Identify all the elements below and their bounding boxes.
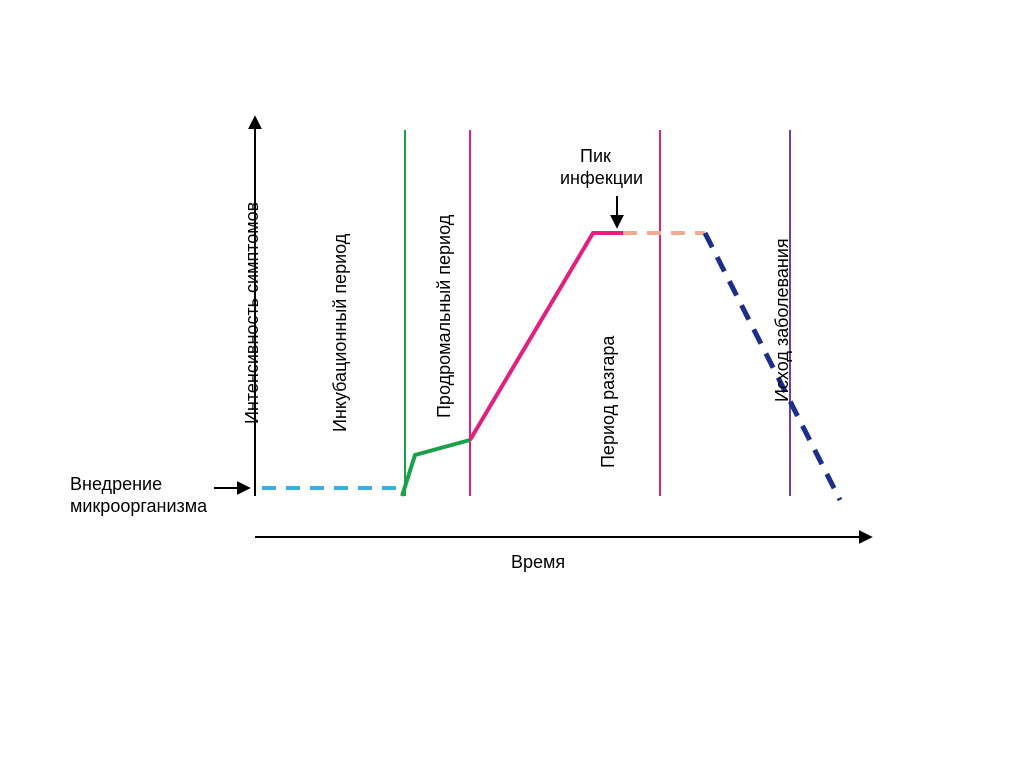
chart-svg [0, 0, 1024, 767]
peak-label-line2: инфекции [560, 168, 643, 189]
region-label-outcome: Исход заболевания [772, 238, 793, 402]
chart-stage: Интенсивность симптомов Время Внедрение … [0, 0, 1024, 767]
region-label-incubation: Инкубационный период [330, 234, 351, 432]
peak-label-line1: Пик [580, 146, 611, 167]
region-label-razgar: Период разгара [598, 336, 619, 468]
entry-label-line2: микроорганизма [70, 496, 207, 517]
entry-label-line1: Внедрение [70, 474, 162, 495]
x-axis-label: Время [511, 552, 565, 573]
region-label-prodromal: Продромальный период [434, 215, 455, 418]
y-axis-label: Интенсивность симптомов [242, 202, 263, 424]
